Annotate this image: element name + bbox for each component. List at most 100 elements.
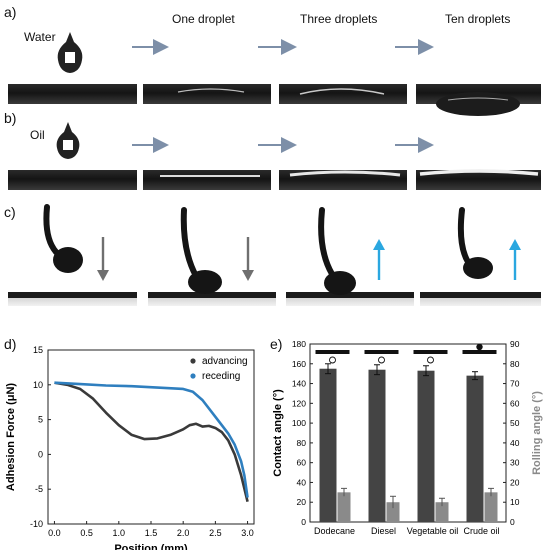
series-line-advancing [54, 381, 249, 503]
legend-label-receding: receding [202, 371, 240, 382]
panel-a-liquid-label: Water [24, 30, 56, 44]
chart-d-legend: advancing receding [190, 356, 248, 382]
chart-e-bars [319, 363, 498, 522]
droplet-icon [378, 356, 385, 364]
y-tick-label: 120 [292, 398, 306, 408]
x-tick-label: 2.0 [177, 528, 190, 538]
x-tick-label: 1.5 [145, 528, 158, 538]
legend-label-advancing: advancing [202, 356, 248, 367]
y-tick-label: 180 [292, 339, 306, 349]
frame-c-3 [286, 207, 414, 306]
substrate-icon [315, 350, 350, 354]
x-tick-label: 2.5 [209, 528, 222, 538]
panel-c-frames [8, 204, 541, 306]
contact-angle-bar [368, 369, 386, 522]
droplet-icon [329, 356, 336, 364]
panel-a-strips [8, 84, 541, 116]
y-tick-label: 80 [297, 438, 307, 448]
substrate-icon [364, 350, 399, 354]
strip-a-2 [143, 84, 271, 104]
y-tick-label: 0 [38, 449, 43, 459]
y2-tick-label: 60 [510, 398, 520, 408]
panel-b-liquid-label: Oil [30, 128, 45, 142]
chart-e-y2label: Rolling angle (°) [531, 391, 543, 475]
panel-a-dropper [57, 32, 83, 73]
y2-tick-label: 30 [510, 458, 520, 468]
strip-b-3 [279, 170, 407, 190]
panel-b-dropper [56, 122, 80, 159]
y2-tick-label: 50 [510, 418, 520, 428]
y-tick-label: -10 [30, 519, 43, 529]
category-label: Crude oil [463, 526, 499, 536]
y-tick-label: -5 [35, 484, 43, 494]
chart-e-frame [309, 343, 507, 523]
panel-b-label: b) [4, 110, 17, 126]
frame-c-2 [148, 207, 276, 306]
photo-panels [8, 32, 541, 306]
rolling-angle-bar [386, 502, 400, 522]
panel-c-label: c) [4, 204, 16, 220]
substrate-icon [413, 350, 448, 354]
y2-tick-label: 80 [510, 359, 520, 369]
header-ten-droplets: Ten droplets [445, 12, 511, 26]
strip-b-1 [8, 170, 137, 190]
y2-tick-label: 90 [510, 339, 520, 349]
panel-d-label: d) [4, 336, 17, 352]
panel-a-label: a) [4, 4, 17, 20]
chart-d-xlabel: Position (mm) [114, 543, 188, 550]
category-label: Vegetable oil [407, 526, 459, 536]
y-tick-label: 40 [297, 477, 307, 487]
contact-angle-bar [417, 370, 435, 522]
y-tick-label: 20 [297, 497, 307, 507]
rolling-angle-bar [435, 502, 449, 522]
y-tick-label: 140 [292, 379, 306, 389]
strip-a-3 [279, 84, 407, 104]
legend-marker-advancing [190, 358, 196, 364]
frame-c-1 [8, 204, 137, 306]
y-tick-label: 100 [292, 418, 306, 428]
chart-e-droplet-icons [315, 343, 497, 364]
y-tick-label: 160 [292, 359, 306, 369]
y2-tick-label: 10 [510, 497, 520, 507]
rolling-angle-bar [337, 492, 351, 522]
droplet-icon [427, 356, 434, 364]
category-label: Dodecane [314, 526, 355, 536]
contact-angle-bar [319, 368, 337, 522]
series-line-receding [54, 381, 249, 498]
y2-tick-label: 70 [510, 379, 520, 389]
y2-tick-label: 0 [510, 517, 515, 527]
x-tick-label: 0.5 [80, 528, 93, 538]
panel-b-strips [8, 169, 541, 190]
substrate-icon [462, 350, 497, 354]
rolling-angle-bar [484, 492, 498, 522]
y-tick-label: 10 [33, 380, 43, 390]
y-tick-label: 15 [33, 345, 43, 355]
frame-c-4 [420, 207, 541, 306]
category-label: Diesel [371, 526, 396, 536]
chart-d-ylabel: Adhesion Force (μN) [5, 383, 17, 492]
x-tick-label: 0.0 [48, 528, 61, 538]
chart-d-series [54, 381, 249, 503]
contact-angle-chart: 0 20 40 60 80 100 120 140 160 180 0 10 20 30 40 50 60 70 8… [272, 339, 543, 536]
droplet-icon [476, 343, 483, 351]
y-tick-label: 5 [38, 415, 43, 425]
legend-marker-receding [190, 373, 196, 379]
y-tick-label: 0 [301, 517, 306, 527]
chart-e-ticks: 0 20 40 60 80 100 120 140 160 180 0 10 20 30 40 50 60 70 8… [292, 339, 520, 536]
adhesion-force-chart: 0.0 0.5 1.0 1.5 2.0 2.5 3.0 -10 -5 0 5 10 15 Positio… [5, 345, 255, 550]
chart-e-ylabel: Contact angle (°) [272, 389, 284, 477]
y2-tick-label: 40 [510, 438, 520, 448]
strip-a-1 [8, 84, 137, 104]
y-tick-label: 60 [297, 458, 307, 468]
contact-angle-bar [466, 375, 484, 522]
chart-d-ticks: 0.0 0.5 1.0 1.5 2.0 2.5 3.0 -10 -5 0 5 10 15 [30, 345, 254, 538]
header-one-droplet: One droplet [172, 12, 235, 26]
x-tick-label: 1.0 [113, 528, 126, 538]
y2-tick-label: 20 [510, 477, 520, 487]
strip-b-2 [143, 170, 271, 190]
strip-b-4 [416, 170, 541, 190]
water-droplet [436, 92, 520, 116]
x-tick-label: 3.0 [241, 528, 254, 538]
header-three-droplets: Three droplets [300, 12, 378, 26]
panel-e-label: e) [270, 336, 283, 352]
